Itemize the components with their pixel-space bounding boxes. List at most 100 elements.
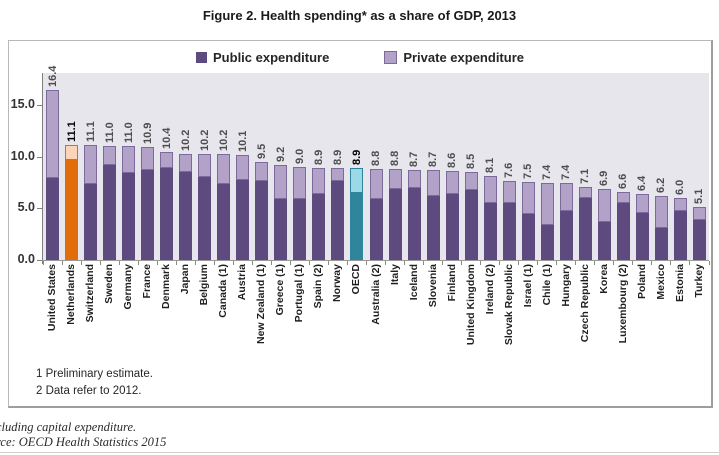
category-label: United States [46,264,59,332]
x-tick [404,261,406,265]
footnote-1: 1 Preliminary estimate. [36,368,153,380]
category-label: Norway [331,264,344,302]
category-label: Czech Republic [578,264,591,343]
bar-public-segment [445,193,459,260]
bar-public-segment [122,173,136,260]
bar-private-segment [141,147,155,170]
x-tick [556,261,558,265]
bar-public-segment [388,188,402,260]
bar-private-segment [46,90,59,179]
x-tick [346,261,348,265]
y-tick [37,260,42,261]
bar-public-segment [578,197,592,260]
category-label: Turkey [692,264,705,298]
x-tick [251,261,253,265]
legend: Public expenditure Private expenditure [9,50,711,65]
bar-value-label: 8.9 [312,149,325,165]
bar-value-label: 10.1 [236,131,249,153]
x-tick [365,261,367,265]
bar-value-label: 10.2 [217,130,230,152]
bar-public-segment [331,181,345,260]
category-label: Netherlands [65,264,78,325]
category-label: Korea [597,264,610,294]
x-tick [61,261,63,265]
bar-public-segment [141,169,155,260]
bar-public-segment [160,167,174,260]
bar-public-segment [84,184,98,260]
bar-private-segment [673,197,687,212]
legend-item-public: Public expenditure [196,50,329,65]
category-label: Portugal (1) [293,264,306,323]
x-tick [213,261,215,265]
bar-value-label: 8.8 [370,150,382,166]
x-tick [327,261,329,265]
footnote-2: 2 Data refer to 2012. [36,385,142,397]
x-tick [289,261,291,265]
bar-value-label: 6.2 [655,177,668,193]
bar-private-segment [160,152,174,168]
bar-private-segment [198,154,212,178]
x-tick [194,261,196,265]
x-tick [499,261,501,265]
bar-public-segment [521,214,535,260]
bar-value-label: 7.6 [503,163,516,179]
bar-value-label: 6.9 [598,170,611,186]
bar-public-segment [673,211,687,260]
bar-private-segment [464,172,478,190]
bar-private-segment [103,146,117,165]
bar-public-segment [540,224,554,260]
category-label: Austria [236,264,249,301]
bottom-divider [0,452,719,453]
chart-frame: Public expenditure Private expenditure 0… [8,40,713,408]
category-label: Italy [388,264,401,286]
x-tick [442,261,444,265]
bar-private-segment [635,193,649,214]
bar-value-label: 8.7 [427,151,440,167]
y-tick-label: 15.0 [10,96,35,111]
x-tick [156,261,158,265]
bar-value-label: 16.4 [46,65,59,88]
bar-value-label: 11.0 [122,122,135,144]
x-tick [537,261,539,265]
bar-private-segment [445,170,459,194]
category-label: Ireland (2) [483,264,496,315]
bar-public-segment [483,203,497,260]
legend-public-label: Public expenditure [213,50,330,65]
bar-private-segment [179,154,193,173]
bar-private-segment [616,191,630,204]
bar-private-segment [407,169,421,188]
bar-private-segment [274,164,288,199]
bar-public-segment [198,177,212,260]
y-tick-label: 5.0 [17,200,35,215]
category-label: Sweden [103,264,116,304]
category-label: Chile (1) [540,264,553,306]
legend-item-private: Private expenditure [384,50,524,65]
bar-private-segment [654,195,668,228]
category-label: Switzerland [84,264,97,323]
bar-public-segment [559,211,573,260]
y-tick-label: 0.0 [17,252,35,266]
bar-value-label: 8.9 [350,149,363,165]
bar-public-segment [255,181,269,260]
bar-private-segment [312,167,326,194]
category-label: Canada (1) [217,264,230,318]
private-swatch-icon [384,51,398,64]
category-label: United Kingdom [464,264,477,346]
bar-public-segment [426,195,440,260]
bar-value-label: 7.4 [560,165,573,181]
y-axis-line [42,73,43,264]
bar-value-label: 6.4 [636,175,649,191]
y-tick [37,156,42,158]
x-tick [670,261,672,265]
bar-private-segment [559,183,573,212]
bar-private-segment [692,207,706,220]
bar-public-segment [350,192,364,260]
bar-private-segment [350,167,364,193]
category-label: Israel (1) [521,264,534,308]
category-label: Slovenia [426,264,439,308]
bar-value-label: 8.1 [484,157,497,174]
x-tick [385,261,386,265]
bar-value-label: 9.5 [255,143,268,159]
caption-note: cluding capital expenditure. [0,420,137,434]
